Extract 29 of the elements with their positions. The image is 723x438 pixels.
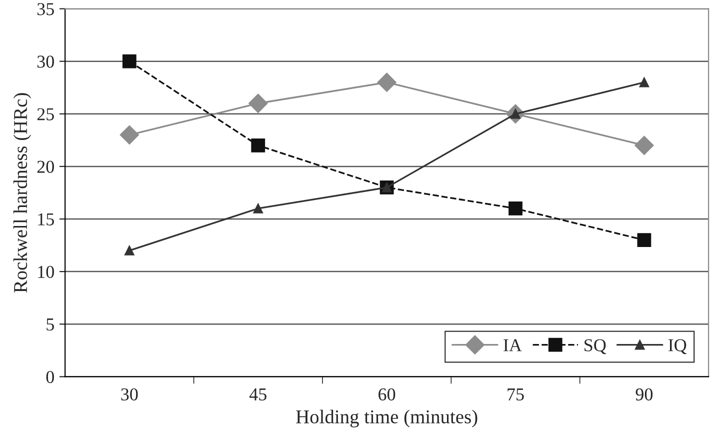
point xyxy=(637,233,652,247)
point xyxy=(634,136,654,155)
y-tick-label: 15 xyxy=(38,213,54,226)
point xyxy=(508,202,522,216)
point xyxy=(639,77,650,88)
x-tick-label: 45 xyxy=(249,388,266,400)
y-tick-label: 25 xyxy=(37,108,54,120)
x-tick-label: 60 xyxy=(378,388,396,400)
point xyxy=(122,54,136,68)
y-tick-label: 35 xyxy=(37,3,54,16)
point xyxy=(251,138,266,152)
y-tick-label: 20 xyxy=(37,160,54,173)
y-tick-label: 10 xyxy=(38,266,54,278)
x-tick-label: 30 xyxy=(121,388,138,400)
y-tick-label: 5 xyxy=(46,318,54,331)
point xyxy=(253,204,263,214)
point xyxy=(248,94,268,113)
legend-label: SQ xyxy=(584,339,606,354)
x-axis-title: Holding time (minutes) xyxy=(296,410,478,428)
point xyxy=(124,246,134,256)
y-tick-label: 30 xyxy=(37,56,54,68)
legend-label: IA xyxy=(504,339,522,352)
legend-label: IQ xyxy=(668,339,687,354)
y-tick-label: 0 xyxy=(46,370,54,384)
point xyxy=(377,72,396,92)
x-tick-label: 75 xyxy=(508,388,524,400)
x-tick-label: 90 xyxy=(636,388,653,400)
y-axis-title: Rockwell hardness (HRc) xyxy=(13,93,32,293)
point xyxy=(120,125,139,144)
